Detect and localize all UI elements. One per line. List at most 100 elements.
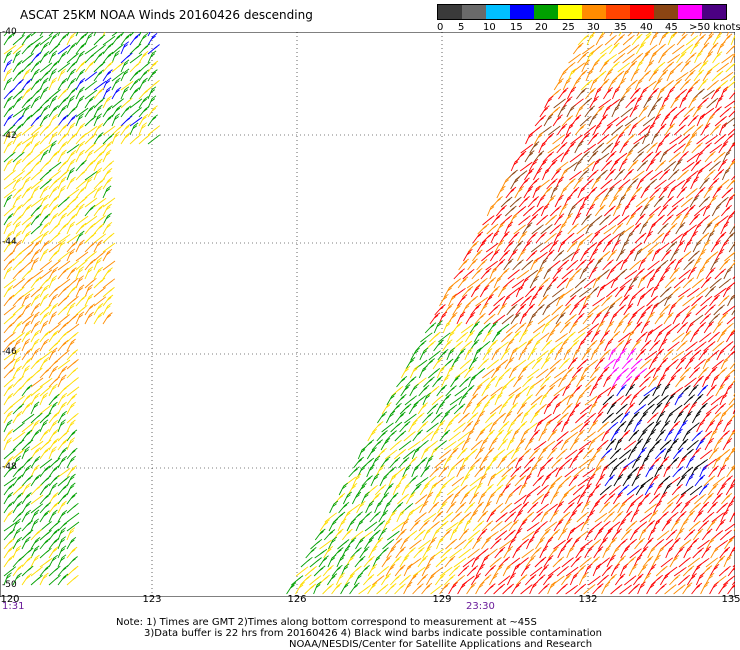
wind-barb (681, 177, 692, 190)
wind-barb (655, 296, 668, 307)
wind-barb (12, 449, 25, 460)
wind-barb (39, 320, 49, 334)
wind-barb (701, 239, 711, 253)
wind-barb (401, 482, 411, 496)
wind-barb (12, 376, 24, 388)
wind-barb (440, 547, 453, 559)
wind-barb (3, 529, 15, 541)
wind-barb (512, 240, 524, 253)
wind-barb (601, 123, 613, 136)
wind-barb (48, 393, 60, 406)
wind-barb (93, 257, 102, 271)
wind-barb (390, 555, 402, 568)
wind-barb (57, 401, 67, 415)
wind-barb (672, 332, 685, 343)
wind-barb (671, 350, 685, 361)
wind-barb (579, 404, 593, 415)
wind-barb (621, 376, 633, 388)
wind-barb (3, 124, 16, 136)
wind-barb (48, 401, 58, 415)
wind-barb (608, 195, 619, 208)
wind-barb (623, 285, 634, 298)
wind-barb (535, 384, 547, 397)
wind-barb (610, 275, 620, 289)
wind-barb (541, 186, 553, 199)
wind-barb (84, 149, 94, 163)
wind-barb (57, 114, 69, 127)
wind-barb (12, 295, 24, 307)
wind-barb (493, 564, 504, 577)
wind-barb (357, 446, 367, 460)
wind-barb (627, 466, 640, 478)
wind-barb (30, 456, 41, 469)
wind-barb (539, 413, 552, 424)
wind-barb (688, 537, 699, 550)
wind-barb (84, 133, 97, 145)
wind-barb (715, 519, 726, 532)
wind-barb (575, 412, 587, 424)
wind-barb (57, 159, 69, 172)
wind-barb (680, 197, 693, 208)
legend-tick-labels: 0 5 10 15 20 25 30 35 40 45 >50 knots (437, 20, 740, 34)
wind-barb (459, 511, 472, 523)
wind-barb (57, 410, 67, 424)
wind-barb (376, 584, 389, 595)
wind-barb (567, 223, 579, 235)
wind-barb (426, 554, 436, 568)
wind-barb (502, 563, 512, 577)
wind-barb (57, 564, 69, 577)
wind-barb (3, 376, 16, 388)
wind-barb (658, 186, 669, 199)
wind-barb (138, 43, 151, 55)
wind-barb (367, 582, 378, 595)
legend-tick-0: 0 (437, 22, 444, 33)
wind-barb (559, 338, 569, 352)
wind-barb (713, 455, 722, 469)
wind-barb (457, 565, 470, 577)
wind-barb (503, 240, 515, 253)
wind-barb (679, 78, 691, 91)
wind-barb (48, 275, 58, 289)
wind-barb (623, 458, 636, 469)
wind-barb (676, 492, 687, 505)
wind-barb (706, 97, 719, 109)
wind-barb (39, 293, 49, 307)
wind-barb (30, 419, 40, 433)
wind-barb (505, 474, 517, 487)
wind-barb (519, 177, 530, 190)
wind-barb (48, 574, 61, 586)
wind-barb (682, 428, 692, 442)
wind-barb (398, 440, 412, 451)
wind-barb (48, 43, 61, 55)
wind-barb (39, 356, 50, 370)
wind-barb (595, 52, 607, 64)
wind-barb (471, 267, 483, 280)
wind-barb (657, 69, 669, 82)
wind-barb (12, 338, 22, 352)
wind-barb (724, 383, 734, 397)
wind-barb (473, 501, 484, 514)
wind-barb (48, 249, 60, 262)
wind-barb (725, 62, 735, 73)
wind-barb (75, 259, 88, 271)
wind-barb (338, 482, 348, 496)
wind-barb (531, 511, 543, 523)
wind-barb (661, 95, 670, 109)
wind-barb (642, 421, 655, 433)
wind-barb (354, 555, 366, 568)
wind-barb (30, 347, 40, 361)
lat-label-42: -42 (2, 131, 17, 141)
wind-barb (380, 456, 391, 469)
wind-barb (3, 240, 14, 253)
wind-barb (66, 313, 79, 325)
wind-barb (613, 52, 626, 64)
wind-barb (30, 223, 43, 235)
wind-barb (482, 215, 495, 226)
wind-barb (552, 420, 563, 433)
wind-barb (532, 185, 541, 199)
wind-barb (496, 323, 510, 334)
wind-barb (39, 51, 50, 64)
wind-barb (12, 321, 23, 334)
wind-barb (661, 383, 671, 397)
wind-barb (326, 573, 338, 586)
